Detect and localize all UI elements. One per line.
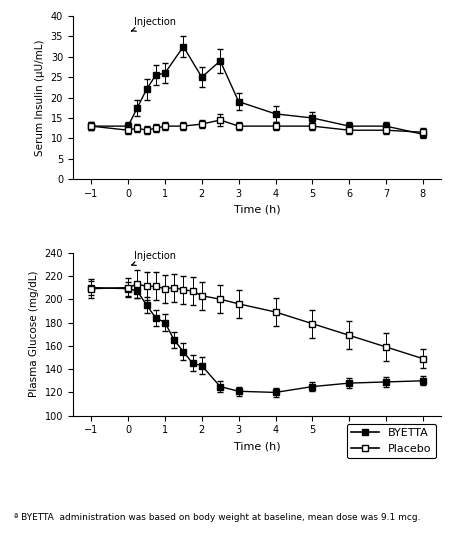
X-axis label: Time (h): Time (h) [234, 205, 280, 214]
Y-axis label: Serum Insulin (μU/mL): Serum Insulin (μU/mL) [35, 39, 45, 156]
Text: Injection: Injection [132, 251, 176, 265]
Text: Injection: Injection [131, 17, 176, 31]
X-axis label: Time (h): Time (h) [234, 441, 280, 451]
Text: ª BYETTA  administration was based on body weight at baseline, mean dose was 9.1: ª BYETTA administration was based on bod… [14, 513, 420, 522]
Y-axis label: Plasma Glucose (mg/dL): Plasma Glucose (mg/dL) [29, 271, 39, 398]
Legend: BYETTA, Placebo: BYETTA, Placebo [347, 424, 436, 458]
